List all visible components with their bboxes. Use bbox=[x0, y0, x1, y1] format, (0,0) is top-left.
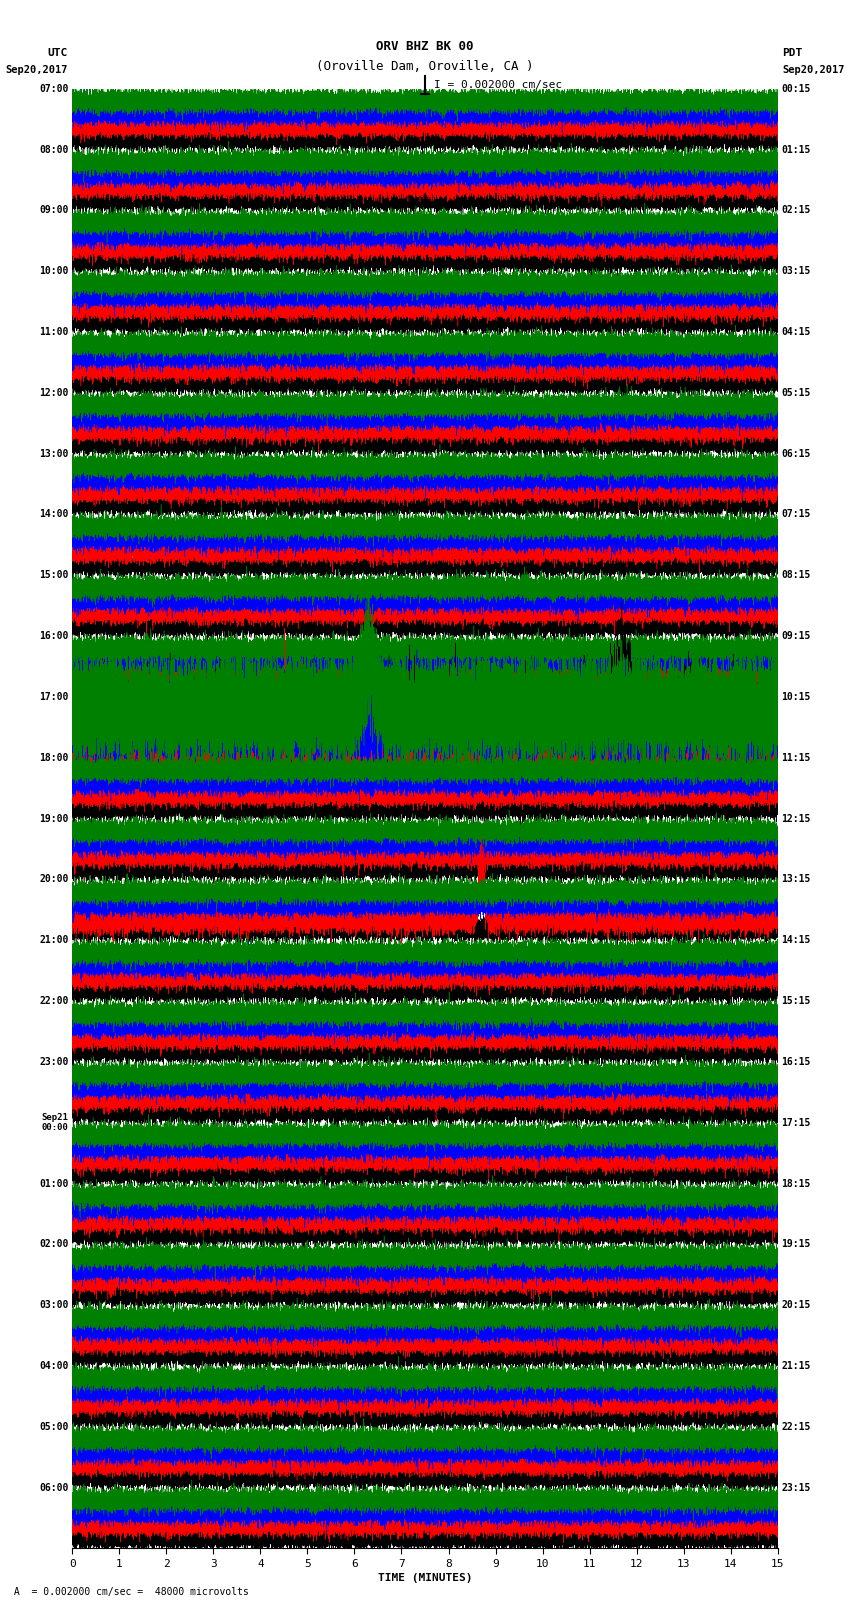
Text: PDT: PDT bbox=[782, 48, 802, 58]
Text: 07:15: 07:15 bbox=[781, 510, 811, 519]
Text: 23:00: 23:00 bbox=[39, 1057, 69, 1066]
Text: 20:00: 20:00 bbox=[39, 874, 69, 884]
Text: 01:15: 01:15 bbox=[781, 145, 811, 155]
Text: 14:00: 14:00 bbox=[39, 510, 69, 519]
Text: 20:15: 20:15 bbox=[781, 1300, 811, 1310]
Text: 11:15: 11:15 bbox=[781, 753, 811, 763]
Text: 13:00: 13:00 bbox=[39, 448, 69, 458]
Text: 15:00: 15:00 bbox=[39, 571, 69, 581]
Text: 06:15: 06:15 bbox=[781, 448, 811, 458]
Text: 22:15: 22:15 bbox=[781, 1421, 811, 1432]
Text: 08:00: 08:00 bbox=[39, 145, 69, 155]
Text: 22:00: 22:00 bbox=[39, 997, 69, 1007]
Text: A  = 0.002000 cm/sec =  48000 microvolts: A = 0.002000 cm/sec = 48000 microvolts bbox=[8, 1587, 249, 1597]
Text: 01:00: 01:00 bbox=[39, 1179, 69, 1189]
Text: I = 0.002000 cm/sec: I = 0.002000 cm/sec bbox=[434, 79, 562, 90]
X-axis label: TIME (MINUTES): TIME (MINUTES) bbox=[377, 1573, 473, 1582]
Text: 08:15: 08:15 bbox=[781, 571, 811, 581]
Text: 06:00: 06:00 bbox=[39, 1482, 69, 1492]
Text: 03:15: 03:15 bbox=[781, 266, 811, 276]
Text: 07:00: 07:00 bbox=[39, 84, 69, 94]
Text: 12:15: 12:15 bbox=[781, 813, 811, 824]
Text: 18:15: 18:15 bbox=[781, 1179, 811, 1189]
Text: 13:15: 13:15 bbox=[781, 874, 811, 884]
Text: 21:15: 21:15 bbox=[781, 1361, 811, 1371]
Text: Sep20,2017: Sep20,2017 bbox=[782, 65, 845, 74]
Text: 17:00: 17:00 bbox=[39, 692, 69, 702]
Text: 05:15: 05:15 bbox=[781, 387, 811, 398]
Text: 11:00: 11:00 bbox=[39, 327, 69, 337]
Text: 04:00: 04:00 bbox=[39, 1361, 69, 1371]
Text: 21:00: 21:00 bbox=[39, 936, 69, 945]
Text: 19:15: 19:15 bbox=[781, 1239, 811, 1250]
Text: 09:15: 09:15 bbox=[781, 631, 811, 640]
Text: 10:15: 10:15 bbox=[781, 692, 811, 702]
Text: Sep20,2017: Sep20,2017 bbox=[5, 65, 68, 74]
Text: 09:00: 09:00 bbox=[39, 205, 69, 216]
Text: 18:00: 18:00 bbox=[39, 753, 69, 763]
Text: 03:00: 03:00 bbox=[39, 1300, 69, 1310]
Text: 04:15: 04:15 bbox=[781, 327, 811, 337]
Text: 02:00: 02:00 bbox=[39, 1239, 69, 1250]
Text: 12:00: 12:00 bbox=[39, 387, 69, 398]
Text: Sep21
00:00: Sep21 00:00 bbox=[42, 1113, 69, 1132]
Text: UTC: UTC bbox=[48, 48, 68, 58]
Text: 16:15: 16:15 bbox=[781, 1057, 811, 1066]
Text: 23:15: 23:15 bbox=[781, 1482, 811, 1492]
Text: 00:15: 00:15 bbox=[781, 84, 811, 94]
Text: 02:15: 02:15 bbox=[781, 205, 811, 216]
Text: 05:00: 05:00 bbox=[39, 1421, 69, 1432]
Text: (Oroville Dam, Oroville, CA ): (Oroville Dam, Oroville, CA ) bbox=[316, 60, 534, 73]
Text: 10:00: 10:00 bbox=[39, 266, 69, 276]
Text: ORV BHZ BK 00: ORV BHZ BK 00 bbox=[377, 40, 473, 53]
Text: 19:00: 19:00 bbox=[39, 813, 69, 824]
Text: 14:15: 14:15 bbox=[781, 936, 811, 945]
Text: 15:15: 15:15 bbox=[781, 997, 811, 1007]
Text: 16:00: 16:00 bbox=[39, 631, 69, 640]
Text: 17:15: 17:15 bbox=[781, 1118, 811, 1127]
